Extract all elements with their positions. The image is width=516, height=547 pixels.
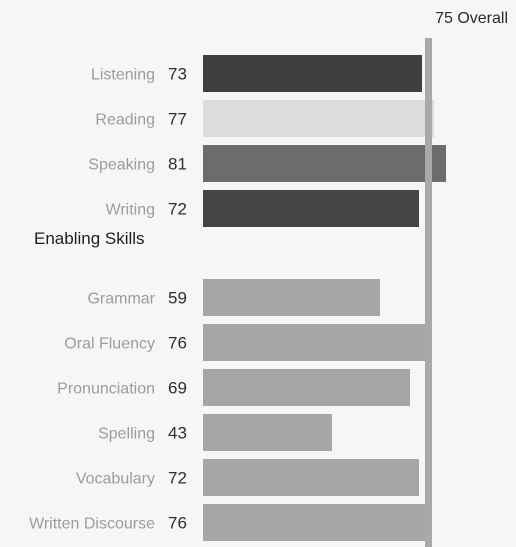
bar-grammar [203,279,380,316]
value-oral-fluency: 76 [168,334,187,353]
label-vocabulary: Vocabulary [76,471,155,488]
value-spelling: 43 [168,424,187,443]
value-writing: 72 [168,200,187,219]
label-writing: Writing [106,202,156,219]
value-grammar: 59 [168,289,187,308]
label-grammar: Grammar [87,291,155,308]
bar-listening [203,55,422,92]
value-written-discourse: 76 [168,514,187,533]
value-vocabulary: 72 [168,469,187,488]
bar-written-discourse [203,504,431,541]
bar-spelling [203,414,332,451]
overall-score-label: 75 Overall [435,10,508,27]
label-pronunciation: Pronunciation [57,381,155,398]
bar-writing [203,190,419,227]
label-spelling: Spelling [98,426,155,443]
label-written-discourse: Written Discourse [29,516,155,533]
bar-pronunciation [203,369,410,406]
bar-vocabulary [203,459,419,496]
bar-speaking [203,145,446,182]
value-pronunciation: 69 [168,379,187,398]
section-heading-enabling-skills: Enabling Skills [34,229,145,248]
value-listening: 73 [168,65,187,84]
label-reading: Reading [95,112,155,129]
bar-reading [203,100,434,137]
value-speaking: 81 [168,155,187,174]
overall-score-line [425,38,432,547]
labels-layer: Listening 73 Reading 77 Speaking 81 Writing 72 E… [29,65,187,533]
label-speaking: Speaking [88,157,155,174]
label-listening: Listening [91,67,155,84]
value-reading: 77 [168,110,187,129]
bar-oral-fluency [203,324,431,361]
bars-layer [203,55,446,541]
label-oral-fluency: Oral Fluency [64,336,155,353]
